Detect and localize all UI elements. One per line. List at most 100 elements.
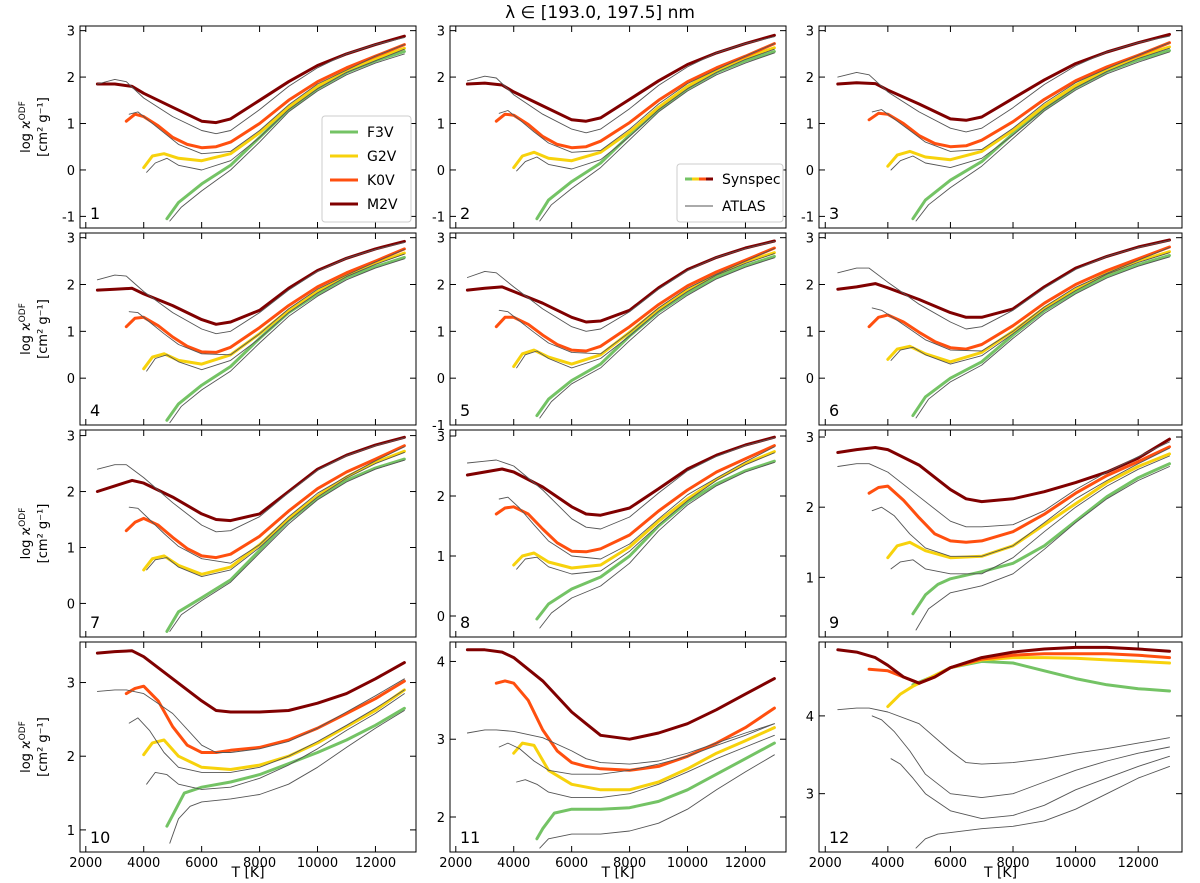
panel-number: 7 (90, 613, 100, 632)
panel-9: 1 2 3 9 (806, 429, 1183, 638)
series-line-atlas (837, 707, 1170, 765)
series-line-atlas (128, 248, 405, 356)
series-line-atlas (146, 451, 405, 578)
x-axis-label: T [K] (230, 865, 264, 881)
x-tick-label: 10000 (1055, 856, 1096, 871)
y-tick-label: 0 (67, 164, 75, 179)
y-tick-label: 1 (67, 118, 75, 133)
panel-7: 0 1 2 3 7 log ϰODF [cm² g⁻¹] (18, 429, 417, 638)
y-tick-label: 3 (806, 25, 814, 40)
y-axis-units: [cm² g⁻¹] (36, 97, 51, 157)
series-line-atlas (128, 446, 405, 564)
series-line-atlas (539, 257, 775, 419)
y-tick-label: 2 (437, 811, 445, 826)
legend-codes: Synspec ATLAS (676, 163, 784, 223)
panel-number: 9 (829, 613, 839, 632)
panel-5: -1 0 1 2 3 5 (432, 232, 787, 434)
y-tick-label: 4 (437, 655, 445, 670)
series-line-m2v (95, 649, 406, 714)
y-tick-label: 0 (806, 164, 814, 179)
panel-10: 2000 4000 6000 8000 10000 12000 1 2 3 10 T [K] log … (18, 641, 417, 881)
series-line-atlas (516, 734, 775, 799)
y-axis-units: [cm² g⁻¹] (36, 299, 51, 359)
y-tick-label: 0 (67, 597, 75, 612)
y-tick-label: 3 (67, 232, 75, 247)
series-line-m2v (836, 437, 1171, 504)
series-line-k0v (867, 445, 1171, 544)
x-tick-label: 2000 (439, 856, 472, 871)
y-tick-label: 0 (806, 372, 814, 387)
series-line-atlas (169, 53, 405, 222)
legend-label-m2v: M2V (367, 197, 398, 213)
series-line-atlas (871, 247, 1170, 352)
series-line-g2v (886, 656, 1171, 709)
y-tick-label: -1 (432, 419, 445, 434)
series-line-atlas (915, 51, 1170, 222)
series-line-atlas (146, 693, 405, 790)
y-tick-label: 1 (437, 325, 445, 340)
x-tick-label: 8000 (613, 856, 646, 871)
series-line-atlas (128, 689, 405, 773)
y-tick-label: 2 (67, 486, 75, 501)
panel-background (80, 233, 416, 425)
series-line-atlas (539, 754, 775, 849)
series-line-atlas (466, 723, 775, 765)
x-tick-label: 12000 (725, 856, 766, 871)
panel-background (80, 642, 416, 852)
series-line-atlas (169, 710, 405, 844)
series-line-g2v (886, 45, 1171, 168)
panel-1: -1 0 1 2 3 1 log ϰODF [cm² g⁻¹] F3V G2V K0V M2V (18, 25, 417, 229)
series-line-atlas (169, 459, 405, 632)
series-line-atlas (146, 253, 405, 372)
y-axis-label: log ϰODF (18, 303, 34, 355)
y-tick-label: 2 (806, 501, 814, 516)
panel-number: 10 (90, 828, 110, 847)
series-line-atlas (169, 258, 405, 424)
series-line-k0v (494, 246, 776, 353)
series-line-f3v (911, 254, 1171, 418)
panel-background (450, 233, 786, 425)
x-tick-label: 10000 (297, 856, 338, 871)
series-line-g2v (512, 46, 776, 170)
series-line-atlas (498, 446, 775, 560)
x-tick-label: 4000 (871, 856, 904, 871)
series-line-atlas (871, 42, 1170, 152)
series-line-atlas (96, 241, 405, 335)
panel-background (819, 642, 1182, 852)
series-line-f3v (535, 459, 776, 621)
series-line-atlas (539, 461, 775, 629)
panel-background (819, 430, 1182, 637)
y-tick-label: 3 (437, 232, 445, 247)
y-tick-label: 0 (437, 372, 445, 387)
x-tick-label: 4000 (497, 856, 530, 871)
panel-number: 6 (829, 401, 839, 420)
y-tick-label: 0 (437, 610, 445, 625)
series-line-g2v (512, 726, 776, 792)
series-line-atlas (466, 36, 775, 134)
y-tick-label: 3 (437, 430, 445, 445)
y-tick-label: -1 (432, 210, 445, 225)
y-tick-label: 3 (437, 733, 445, 748)
series-line-atlas (915, 765, 1170, 849)
series-line-atlas (96, 678, 405, 753)
series-line-atlas (96, 37, 405, 135)
y-tick-label: 1 (67, 541, 75, 556)
series-line-g2v (512, 450, 776, 570)
series-line-f3v (535, 741, 776, 841)
y-axis-label: log ϰODF (18, 508, 34, 560)
series-line-atlas (915, 466, 1170, 631)
series-line-m2v (95, 435, 406, 523)
series-line-m2v (465, 435, 776, 517)
panel-frame (449, 25, 787, 229)
x-tick-label: 8000 (243, 856, 276, 871)
x-tick-label: 12000 (1118, 856, 1159, 871)
series-line-atlas (890, 252, 1170, 365)
panel-frame (818, 641, 1183, 853)
y-axis-label: log ϰODF (18, 721, 34, 773)
legend-frame (321, 115, 412, 223)
panel-2: -1 0 1 2 3 2 Synspec ATLAS (432, 25, 787, 229)
y-axis-units: [cm² g⁻¹] (36, 717, 51, 777)
series-line-atlas (837, 441, 1170, 528)
series-line-atlas (890, 455, 1170, 575)
y-tick-label: 2 (806, 279, 814, 294)
